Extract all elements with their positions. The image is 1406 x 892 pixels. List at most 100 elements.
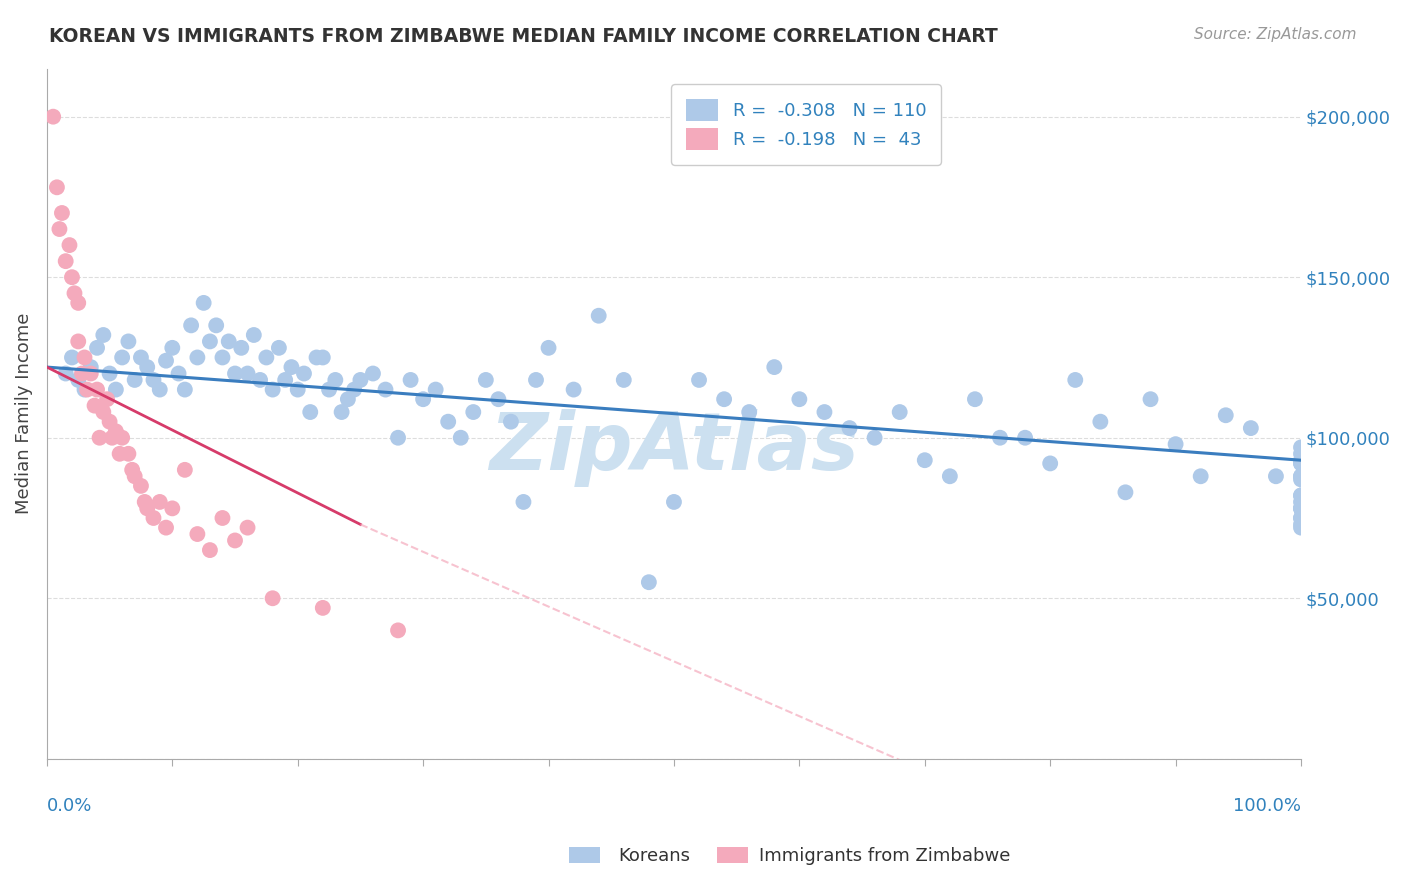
Point [55,367,77,381]
Point [1289,469,1312,483]
Point [412,392,434,407]
Point [588,309,610,323]
Point [186,527,208,541]
Point [80,367,103,381]
Point [336,392,359,407]
Point [475,373,498,387]
Point [60,351,83,365]
Point [838,421,860,435]
Point [789,392,811,407]
Point [149,383,172,397]
Point [155,353,177,368]
Point [167,367,190,381]
Point [124,373,146,387]
Point [274,373,297,387]
Point [134,495,156,509]
Point [218,334,240,349]
Point [224,367,246,381]
Point [349,373,371,387]
Text: ZipAtlas: ZipAtlas [489,409,859,487]
Point [73,383,96,397]
Point [330,405,353,419]
Point [249,373,271,387]
Point [96,392,118,407]
Point [1289,469,1312,483]
Point [1289,511,1312,525]
Point [104,383,127,397]
Point [1289,521,1312,535]
Point [173,463,195,477]
Point [243,328,266,343]
Point [86,341,108,355]
Point [1189,469,1212,483]
Point [1139,392,1161,407]
Point [129,351,152,365]
Point [738,405,761,419]
Point [142,511,165,525]
Point [486,392,509,407]
Point [312,600,335,615]
Point [662,495,685,509]
Point [236,367,259,381]
Point [111,431,134,445]
Text: Koreans: Koreans [619,847,690,865]
Point [512,495,534,509]
Point [129,479,152,493]
Point [136,501,159,516]
Legend: R =  -0.308   N = 110, R =  -0.198   N =  43: R = -0.308 N = 110, R = -0.198 N = 43 [672,85,941,165]
Point [45,180,67,194]
Point [136,360,159,375]
Point [305,351,328,365]
Text: 0.0%: 0.0% [46,797,93,814]
Point [1264,469,1286,483]
Point [425,383,447,397]
Point [101,431,124,445]
Point [1164,437,1187,451]
Point [1064,373,1087,387]
Point [104,425,127,439]
Point [60,270,83,285]
Point [55,254,77,268]
Point [1289,511,1312,525]
Point [211,351,233,365]
Point [198,334,221,349]
Point [562,383,585,397]
Point [142,373,165,387]
Point [98,367,121,381]
Point [254,351,277,365]
Point [117,447,139,461]
Text: Immigrants from Zimbabwe: Immigrants from Zimbabwe [759,847,1011,865]
Point [42,110,65,124]
Point [637,575,659,590]
Point [205,318,228,333]
Point [1289,453,1312,467]
Point [67,334,90,349]
Point [124,469,146,483]
Point [224,533,246,548]
Point [89,431,111,445]
Point [236,521,259,535]
Point [80,360,103,375]
Point [162,501,184,516]
Point [67,296,90,310]
Point [262,383,284,397]
Point [988,431,1011,445]
Point [155,521,177,535]
Point [1289,473,1312,487]
Point [863,431,886,445]
Point [1014,431,1036,445]
Point [1039,457,1062,471]
Point [180,318,202,333]
Point [387,624,409,638]
Point [162,341,184,355]
Point [1289,501,1312,516]
Point [121,463,143,477]
Point [1215,409,1237,423]
Point [111,351,134,365]
Point [149,495,172,509]
Y-axis label: Median Family Income: Median Family Income [15,313,32,515]
Point [914,453,936,467]
Point [76,383,98,397]
Point [193,296,215,310]
Point [287,383,309,397]
